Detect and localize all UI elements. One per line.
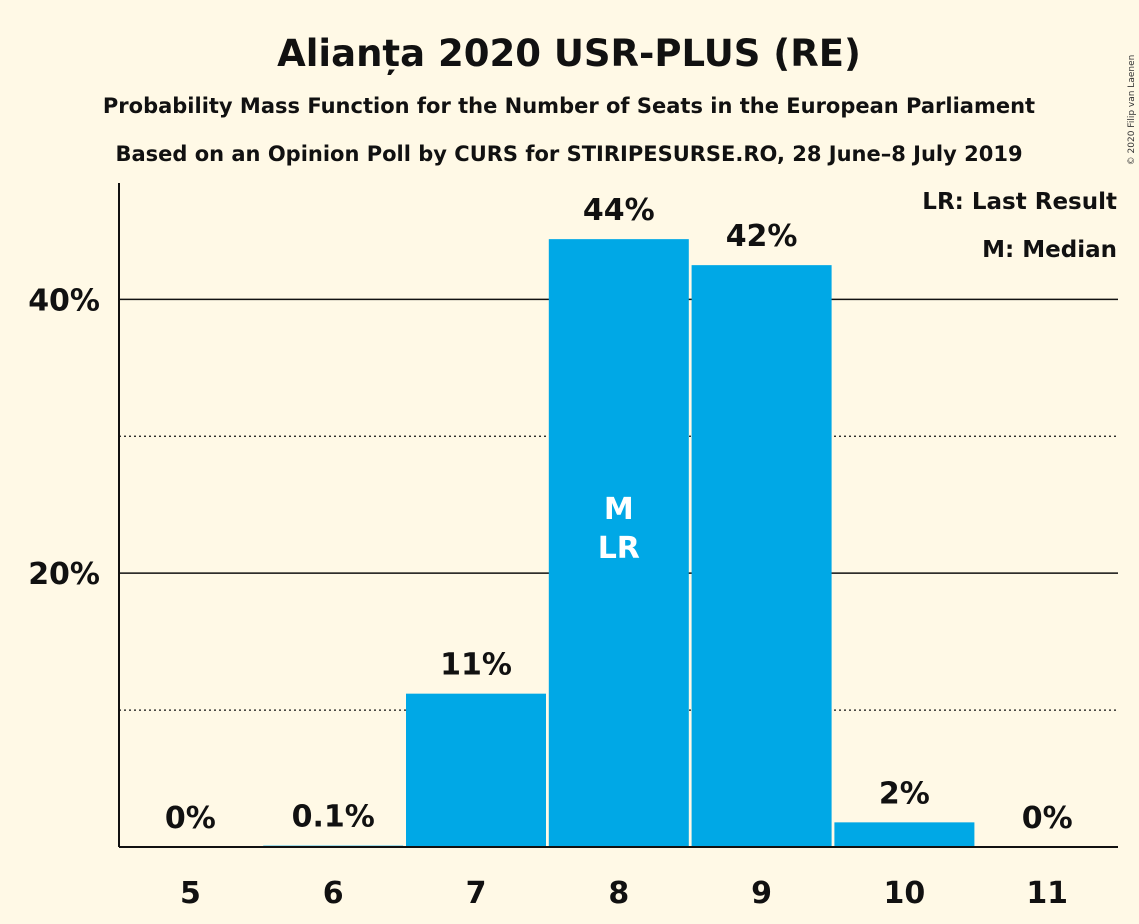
legend-median: M: Median	[982, 237, 1117, 263]
x-tick-label-10: 10	[884, 876, 926, 911]
data-label-5: 0%	[165, 801, 216, 836]
x-tick-label-8: 8	[608, 876, 629, 911]
y-tick-label-0: 20%	[28, 557, 100, 592]
last-result-marker: LR	[598, 531, 640, 566]
bar-10	[834, 822, 975, 847]
chart-subtitle: Probability Mass Function for the Number…	[103, 94, 1035, 118]
plot-area: 20% 40% 0% 5 0.1% 6 11% 7 44% 8 42% 9 2% 10 0% 11 M LR	[28, 183, 1118, 911]
chart-title: Alianța 2020 USR-PLUS (RE)	[277, 32, 861, 75]
data-label-6: 0.1%	[292, 800, 375, 835]
x-tick-label-6: 6	[323, 876, 344, 911]
data-label-11: 0%	[1022, 801, 1073, 836]
bar-9	[691, 265, 832, 848]
data-label-10: 2%	[879, 776, 930, 811]
x-tick-label-11: 11	[1026, 876, 1068, 911]
x-tick-label-9: 9	[751, 876, 772, 911]
chart-subtitle-source: Based on an Opinion Poll by CURS for STI…	[115, 142, 1022, 166]
legend-last-result: LR: Last Result	[922, 189, 1117, 215]
copyright-text: © 2020 Filip van Laenen	[1127, 55, 1137, 166]
data-label-7: 11%	[440, 648, 512, 683]
x-tick-label-5: 5	[180, 876, 201, 911]
y-tick-label-1: 40%	[28, 283, 100, 318]
bar-8	[548, 239, 689, 847]
data-label-8: 44%	[583, 193, 655, 228]
x-tick-label-7: 7	[466, 876, 487, 911]
data-label-9: 42%	[726, 219, 798, 254]
bar-7	[406, 693, 546, 847]
median-marker: M	[604, 492, 634, 527]
